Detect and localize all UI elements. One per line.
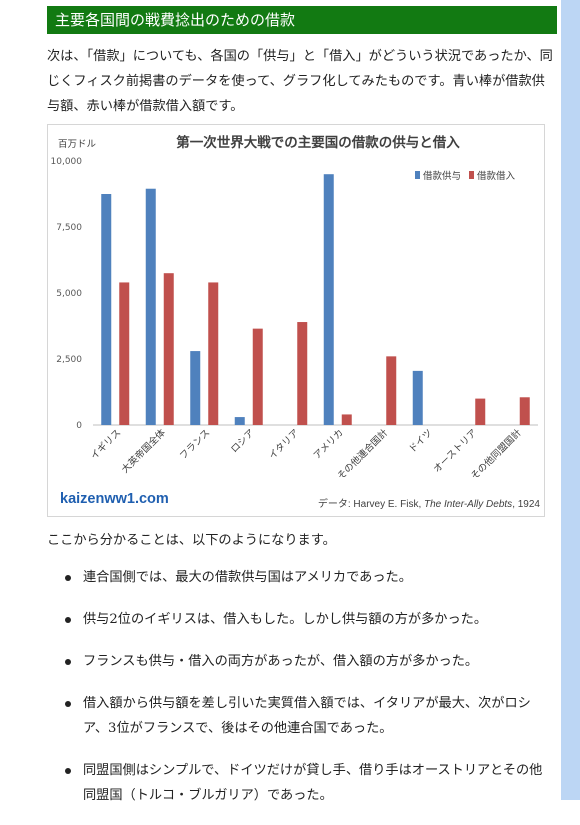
bar-borrow (119, 282, 130, 425)
list-item: 借入額から供与額を差し引いた実質借入額では、イタリアが最大、次がロシア、3位がフ… (47, 691, 553, 741)
bar-borrow (341, 414, 352, 425)
list-item-text: 借入額から供与額を差し引いた実質借入額では、イタリアが最大、次がロシア、3位がフ… (83, 696, 531, 736)
bar-lend (190, 351, 201, 425)
bullet-dot (65, 659, 71, 665)
x-tick-label: ロシア (229, 427, 257, 455)
chart-legend: 借款供与 借款借入 (415, 170, 516, 182)
source-title: The Inter-Ally Debts (424, 499, 512, 510)
list-item-text: フランスも供与・借入の両方があったが、借入額の方が多かった。 (83, 654, 479, 669)
intro-paragraph: 次は、「借款」についても、各国の「供与」と「借入」がどういう状況であったか、同じ… (47, 49, 553, 114)
legend-swatch-lend (415, 171, 420, 179)
bar-borrow (475, 398, 486, 425)
loan-chart: 第一次世界大戦での主要国の借款の供与と借入 百万ドル 0 2,500 5,000 7,… (47, 124, 545, 517)
section-heading: 主要各国間の戦費捻出のための借款 (47, 6, 557, 34)
list-item-text: 供与2位のイギリスは、借入もした。しかし供与額の方が多かった。 (83, 612, 488, 627)
bar-lend (412, 370, 423, 425)
page-side-bar (561, 0, 580, 800)
bar-lend (145, 188, 156, 425)
source-prefix: データ: Harvey E. Fisk, (318, 497, 424, 510)
legend-swatch-borrow (469, 171, 474, 179)
bar-borrow (252, 328, 263, 425)
list-item-text: 連合国側では、最大の借款供与国はアメリカであった。 (83, 570, 412, 585)
y-tick-label: 5,000 (56, 289, 82, 299)
x-tick-label: オーストリア (432, 427, 480, 475)
chart-title: 第一次世界大戦での主要国の借款の供与と借入 (176, 134, 460, 151)
y-unit-label: 百万ドル (58, 139, 97, 150)
summary-lead: ここから分かることは、以下のようになります。 (47, 533, 336, 548)
legend-label-borrow: 借款借入 (477, 170, 516, 182)
x-tick-label: イギリス (89, 427, 124, 462)
y-tick-label: 0 (76, 421, 82, 431)
site-watermark: kaizenww1.com (60, 491, 169, 507)
findings-list: 連合国側では、最大の借款供与国はアメリカであった。 供与2位のイギリスは、借入も… (47, 565, 553, 825)
legend-label-lend: 借款供与 (423, 170, 461, 182)
x-tick-label: フランス (178, 427, 213, 462)
loan-chart-svg: 第一次世界大戦での主要国の借款の供与と借入 百万ドル 0 2,500 5,000 7,… (51, 134, 541, 510)
list-item: 連合国側では、最大の借款供与国はアメリカであった。 (47, 565, 553, 590)
y-tick-label: 2,500 (56, 355, 82, 365)
bar-borrow (208, 282, 219, 425)
bar-lend (234, 417, 245, 425)
bullet-dot (65, 768, 71, 774)
bar-borrow (297, 322, 308, 425)
source-note: データ: Harvey E. Fisk, The Inter-Ally Debt… (318, 497, 541, 510)
bullet-dot (65, 701, 71, 707)
bar-lend (101, 194, 112, 425)
bar-borrow (519, 397, 530, 425)
y-tick-label: 10,000 (51, 157, 83, 167)
list-item-text: 同盟国側はシンプルで、ドイツだけが貸し手、借り手はオーストリアとその他同盟国（ト… (83, 763, 543, 803)
x-tick-label: イタリア (267, 427, 301, 461)
x-tick-label: 大英帝国全体 (119, 426, 168, 475)
bullet-dot (65, 617, 71, 623)
source-year: , 1924 (512, 499, 540, 510)
list-item: フランスも供与・借入の両方があったが、借入額の方が多かった。 (47, 649, 553, 674)
bar-borrow (386, 356, 397, 425)
list-item: 同盟国側はシンプルで、ドイツだけが貸し手、借り手はオーストリアとその他同盟国（ト… (47, 758, 553, 808)
x-tick-label: アメリカ (312, 427, 346, 461)
bar-lend (323, 174, 334, 425)
list-item: 供与2位のイギリスは、借入もした。しかし供与額の方が多かった。 (47, 607, 553, 632)
bullet-dot (65, 575, 71, 581)
y-tick-label: 7,500 (56, 223, 82, 233)
x-tick-label: ドイツ (407, 427, 435, 455)
bar-borrow (163, 273, 174, 425)
